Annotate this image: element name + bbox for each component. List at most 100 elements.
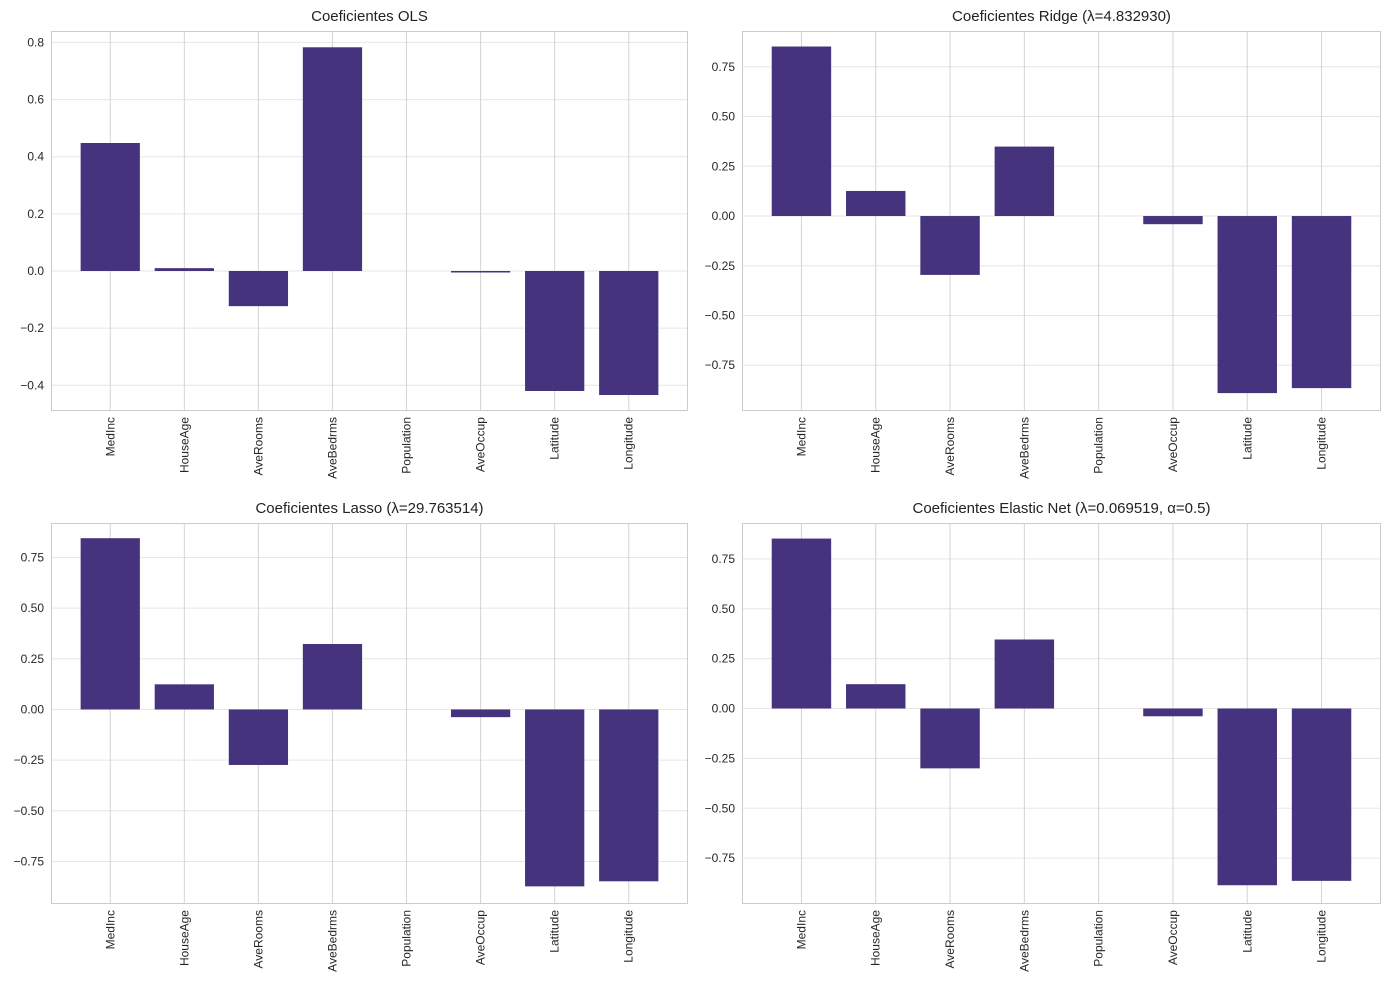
x-tick-label: HouseAge bbox=[869, 417, 883, 473]
bar-averooms bbox=[228, 271, 289, 307]
x-tick-label: Latitude bbox=[1240, 417, 1254, 460]
y-tick-label: 0.75 bbox=[712, 60, 736, 74]
y-tick-label: −0.50 bbox=[705, 801, 736, 815]
bar-medinc bbox=[80, 538, 140, 710]
bar-avebedrms bbox=[994, 146, 1055, 217]
x-tick-label: Longitude bbox=[1315, 910, 1329, 963]
bar-avebedrms bbox=[302, 643, 363, 710]
x-tick-label: Longitude bbox=[1315, 417, 1329, 470]
chart-panel-lasso: −0.75 −0.50 −0.25 0.00 0.25 0.50 0.75 MedInc Hou… bbox=[14, 523, 688, 972]
y-tick-label: 0.75 bbox=[712, 552, 736, 566]
chart-panel-elastic: −0.75 −0.50 −0.25 0.00 0.25 0.50 0.75 MedInc Hou… bbox=[705, 523, 1381, 972]
y-tick-label: −0.75 bbox=[14, 854, 45, 868]
x-tick-label: AveBedrms bbox=[1017, 910, 1031, 972]
bar-medinc bbox=[771, 538, 832, 709]
bar-aveoccup bbox=[450, 271, 511, 273]
bar-longitude bbox=[599, 709, 659, 882]
bar-houseage bbox=[154, 684, 214, 710]
x-tick-label: AveOccup bbox=[474, 417, 488, 472]
bar-latitude bbox=[525, 709, 585, 887]
chart-title-ridge: Coeficientes Ridge (λ=4.832930) bbox=[952, 8, 1171, 25]
x-tick-label: MedInc bbox=[794, 910, 808, 949]
axes-frame bbox=[51, 31, 688, 411]
x-tick-label: AveBedrms bbox=[325, 910, 339, 972]
y-tick-label: 0.75 bbox=[21, 550, 45, 564]
x-tick-label: HouseAge bbox=[177, 910, 191, 966]
y-tick-label: −0.25 bbox=[705, 751, 736, 765]
bar-medinc bbox=[771, 46, 832, 217]
bar-aveoccup bbox=[450, 709, 511, 718]
bar-medinc bbox=[80, 143, 140, 271]
y-tick-label: 0.25 bbox=[712, 652, 736, 666]
x-tick-label: AveOccup bbox=[1166, 910, 1180, 965]
chart-title-ols: Coeficientes OLS bbox=[311, 8, 428, 25]
y-tick-label: −0.75 bbox=[705, 358, 736, 372]
y-tick-label: 0.0 bbox=[27, 264, 44, 278]
x-tick-label: MedInc bbox=[103, 417, 117, 456]
chart-panel-ridge: −0.75 −0.50 −0.25 0.00 0.25 0.50 0.75 MedInc Hou… bbox=[705, 31, 1381, 479]
y-tick-label: 0.00 bbox=[21, 702, 45, 716]
bar-longitude bbox=[1291, 708, 1352, 881]
bar-aveoccup bbox=[1143, 708, 1203, 717]
y-tick-label: 0.25 bbox=[21, 652, 45, 666]
x-tick-label: MedInc bbox=[794, 417, 808, 456]
bar-aveoccup bbox=[1143, 216, 1203, 225]
x-tick-label: Longitude bbox=[622, 910, 636, 963]
x-tick-label: AveBedrms bbox=[325, 417, 339, 479]
y-tick-label: 0.50 bbox=[21, 601, 45, 615]
y-tick-label: 0.50 bbox=[712, 602, 736, 616]
bar-latitude bbox=[1217, 708, 1277, 886]
axes-frame bbox=[742, 523, 1381, 904]
x-tick-label: AveRooms bbox=[251, 417, 265, 475]
y-tick-label: −0.50 bbox=[705, 309, 736, 323]
bar-avebedrms bbox=[302, 47, 363, 272]
x-tick-label: Population bbox=[1092, 910, 1106, 967]
x-tick-label: HouseAge bbox=[177, 417, 191, 473]
bar-latitude bbox=[525, 271, 585, 391]
x-tick-label: AveRooms bbox=[251, 910, 265, 968]
x-tick-label: Latitude bbox=[548, 910, 562, 953]
bar-latitude bbox=[1217, 216, 1277, 394]
y-tick-label: 0.8 bbox=[27, 35, 44, 49]
chart-title-elastic-net: Coeficientes Elastic Net (λ=0.069519, α=… bbox=[912, 500, 1211, 517]
y-tick-label: 0.50 bbox=[712, 110, 736, 124]
x-tick-label: Longitude bbox=[622, 417, 636, 470]
y-tick-label: 0.00 bbox=[712, 209, 736, 223]
bar-avebedrms bbox=[994, 639, 1055, 709]
x-tick-label: Latitude bbox=[1240, 910, 1254, 953]
axes-frame bbox=[51, 523, 688, 904]
bar-houseage bbox=[846, 684, 906, 709]
bar-longitude bbox=[599, 271, 659, 395]
bar-houseage bbox=[154, 268, 214, 271]
x-tick-label: AveRooms bbox=[943, 417, 957, 475]
y-tick-label: −0.25 bbox=[705, 259, 736, 273]
y-tick-label: 0.00 bbox=[712, 702, 736, 716]
y-tick-label: 0.6 bbox=[27, 93, 44, 107]
bar-houseage bbox=[846, 190, 906, 217]
chart-panel-ols: −0.4 −0.2 0.0 0.2 0.4 0.6 0.8 MedInc HouseAge Ave… bbox=[20, 31, 688, 479]
x-tick-label: Population bbox=[1092, 417, 1106, 474]
x-tick-label: Population bbox=[400, 910, 414, 967]
y-tick-label: 0.2 bbox=[27, 207, 44, 221]
x-tick-label: AveRooms bbox=[943, 910, 957, 968]
axes-frame bbox=[742, 31, 1381, 411]
bar-longitude bbox=[1291, 216, 1352, 389]
y-tick-label: −0.75 bbox=[705, 851, 736, 865]
x-tick-label: AveOccup bbox=[474, 910, 488, 965]
x-tick-label: MedInc bbox=[103, 910, 117, 949]
y-tick-label: −0.25 bbox=[14, 753, 45, 767]
chart-title-lasso: Coeficientes Lasso (λ=29.763514) bbox=[255, 500, 484, 517]
bar-averooms bbox=[920, 216, 980, 275]
x-tick-label: Latitude bbox=[548, 417, 562, 460]
y-tick-label: 0.4 bbox=[27, 150, 44, 164]
y-tick-label: −0.4 bbox=[20, 378, 44, 392]
y-tick-label: 0.25 bbox=[712, 159, 736, 173]
x-tick-label: AveBedrms bbox=[1017, 417, 1031, 479]
y-tick-label: −0.50 bbox=[14, 804, 45, 818]
x-tick-label: HouseAge bbox=[869, 910, 883, 966]
x-tick-label: Population bbox=[400, 417, 414, 474]
x-tick-label: AveOccup bbox=[1166, 417, 1180, 472]
bar-averooms bbox=[920, 708, 980, 769]
